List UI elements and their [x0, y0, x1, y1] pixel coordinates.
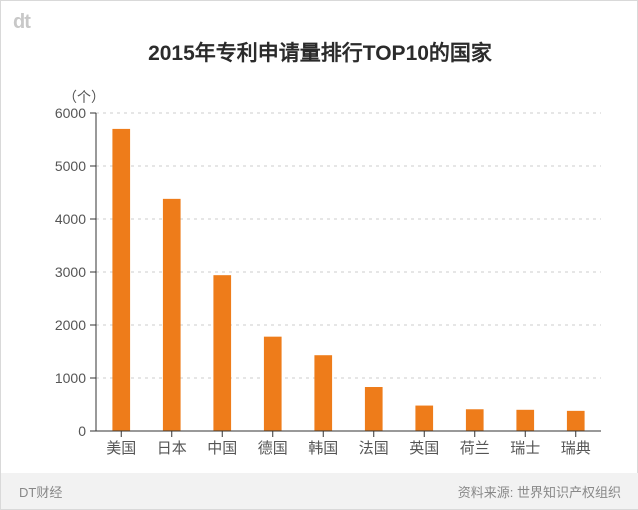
y-tick-label: 2000 — [55, 317, 86, 333]
bar — [264, 337, 282, 431]
y-tick-label: 5000 — [55, 158, 86, 174]
category-label: 英国 — [409, 439, 439, 457]
footer-source: 资料来源: 世界知识产权组织 — [458, 482, 621, 501]
category-label: 荷兰 — [460, 440, 490, 457]
category-label: 德国 — [258, 439, 288, 457]
category-label: 中国 — [207, 440, 237, 457]
y-tick-label: 3000 — [55, 264, 86, 280]
category-label: 美国 — [106, 440, 136, 457]
category-label: 瑞士 — [510, 440, 540, 457]
category-label: 韩国 — [308, 440, 338, 457]
footer-bar: DT财经 资料来源: 世界知识产权组织 — [1, 473, 638, 509]
bar — [314, 355, 332, 431]
category-label: 日本 — [157, 440, 187, 457]
bar-chart: 0 1000 2000 3000 4000 5000 6000 美国 日本 中国 德国 韩国 法国 英国 荷… — [1, 1, 638, 473]
bar — [567, 411, 585, 431]
bar — [365, 387, 383, 431]
y-tick-label: 4000 — [55, 211, 86, 227]
category-label: 法国 — [359, 440, 389, 457]
footer-brand: DT财经 — [19, 482, 62, 501]
y-tick-label: 0 — [78, 423, 86, 439]
bar — [415, 406, 433, 431]
bar — [466, 409, 484, 431]
bar — [163, 199, 181, 431]
bar — [213, 275, 231, 431]
bar — [112, 129, 130, 431]
chart-frame: dt 2015年专利申请量排行TOP10的国家 （个） 010002000300… — [0, 0, 638, 510]
bar — [516, 410, 534, 431]
category-label: 瑞典 — [561, 440, 591, 457]
y-tick-label: 6000 — [55, 105, 86, 121]
y-tick-label: 1000 — [55, 370, 86, 386]
